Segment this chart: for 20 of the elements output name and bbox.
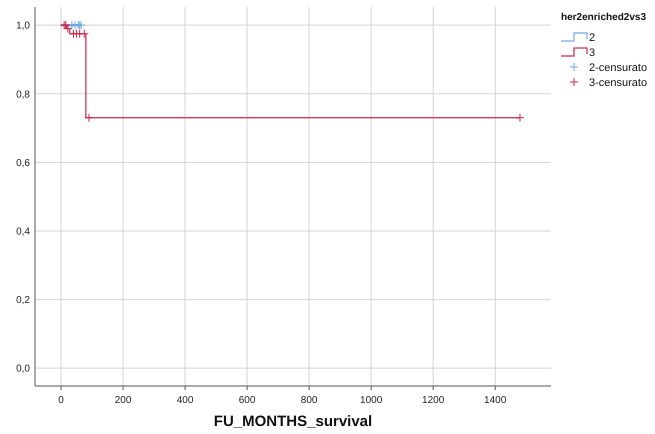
legend-title: her2enriched2vs3 [561,12,646,23]
legend-label: 2-censurato [589,62,648,74]
x-axis-title: FU_MONTHS_survival [214,413,372,430]
y-tick-label: 0,2 [16,295,30,306]
legend-label: 3 [589,47,596,59]
y-tick-label: 0,0 [16,364,30,375]
x-tick-label: 400 [176,395,194,406]
y-tick-label: 0,8 [16,89,30,100]
x-tick-label: 0 [58,395,64,406]
y-tick-label: 0,6 [16,158,30,169]
legend-label: 2 [589,32,596,44]
legend-label: 3-censurato [589,77,648,89]
x-tick-label: 800 [300,395,318,406]
x-tick-label: 1000 [360,395,383,406]
y-tick-label: 0,4 [16,226,30,238]
x-tick-label: 600 [238,395,256,406]
x-tick-label: 200 [114,395,132,406]
x-tick-label: 1400 [484,395,507,406]
y-tick-label: 1,0 [16,20,30,32]
x-tick-label: 1200 [422,395,445,406]
